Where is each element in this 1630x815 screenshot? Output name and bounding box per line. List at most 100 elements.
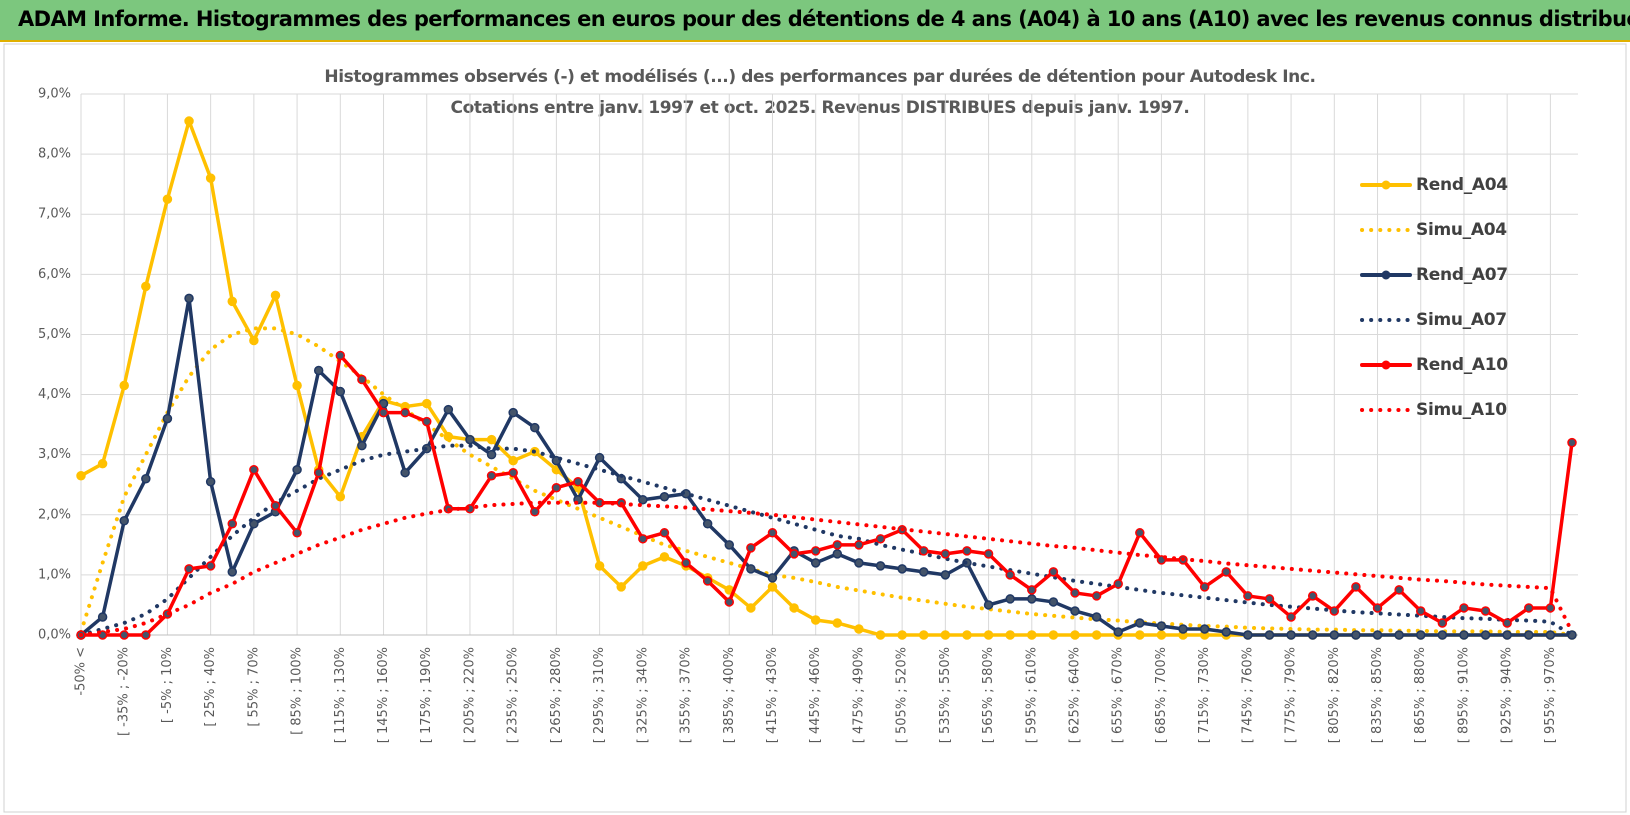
data-point — [810, 558, 821, 568]
x-tick-label: [ 925% ; 940% — [1500, 647, 1515, 743]
data-point — [119, 380, 129, 391]
data-point — [573, 476, 583, 487]
data-point — [270, 501, 281, 511]
series-line — [79, 443, 1574, 637]
data-point — [184, 564, 194, 574]
data-point — [486, 449, 497, 460]
data-point — [335, 350, 346, 361]
data-point — [897, 630, 907, 640]
x-tick-label: [ 445% ; 460% — [808, 647, 823, 743]
x-tick-label: [ -5% ; 10% — [160, 647, 175, 723]
x-tick-label: [ 955% ; 970% — [1543, 647, 1558, 743]
x-tick-label: [ 895% ; 910% — [1456, 647, 1471, 743]
data-point — [1394, 630, 1404, 640]
data-point — [810, 546, 821, 556]
data-point — [1351, 582, 1361, 592]
data-point — [659, 552, 670, 562]
data-point — [400, 407, 410, 418]
data-point — [205, 476, 216, 487]
data-point — [184, 116, 194, 126]
data-point — [1286, 612, 1296, 622]
data-point — [875, 630, 886, 640]
data-point — [1243, 630, 1253, 640]
x-tick-label: [ 295% ; 310% — [592, 647, 607, 743]
data-point — [940, 630, 951, 640]
data-point — [1264, 630, 1275, 640]
data-point — [1156, 630, 1167, 640]
x-tick-label: [ 745% ; 760% — [1240, 647, 1255, 743]
x-tick-label: [ 205% ; 220% — [462, 647, 477, 743]
data-point — [162, 413, 173, 424]
data-point — [681, 558, 691, 568]
data-point — [1113, 627, 1123, 637]
data-point — [854, 540, 864, 550]
data-point — [270, 290, 281, 301]
y-tick-label: 6,0% — [38, 267, 71, 282]
data-point — [1480, 630, 1491, 640]
data-point — [638, 561, 648, 571]
x-tick-label: [ 655% ; 670% — [1111, 647, 1126, 743]
data-point — [227, 519, 238, 529]
data-point — [832, 540, 843, 550]
data-point — [594, 452, 605, 463]
data-point — [335, 386, 346, 397]
data-point — [421, 398, 432, 409]
data-point — [1351, 630, 1361, 640]
data-point — [184, 293, 194, 304]
data-point — [227, 567, 238, 577]
data-point — [486, 470, 497, 481]
data-point — [1135, 528, 1145, 538]
data-point — [1005, 594, 1015, 604]
data-point — [638, 534, 648, 544]
data-point — [1437, 630, 1448, 640]
data-point — [746, 564, 756, 574]
data-point — [1329, 630, 1340, 640]
x-tick-label: [ 475% ; 490% — [851, 647, 866, 743]
x-tick-label: [ 325% ; 340% — [635, 647, 650, 743]
y-tick-label: 8,0% — [38, 147, 71, 162]
x-tick-label: [ 235% ; 250% — [506, 647, 521, 743]
data-point — [983, 630, 994, 640]
data-point — [162, 194, 173, 204]
data-point — [1178, 624, 1188, 634]
series-line — [79, 500, 1574, 637]
x-tick-label: [ 775% ; 790% — [1284, 647, 1299, 743]
data-point — [962, 546, 972, 556]
y-tick-label: 7,0% — [38, 207, 71, 222]
data-point — [1437, 618, 1448, 628]
data-point — [97, 458, 108, 469]
data-point — [1243, 591, 1253, 601]
data-point — [1091, 591, 1102, 601]
data-point — [1027, 630, 1037, 640]
x-tick-label: [ 415% ; 430% — [765, 647, 780, 743]
data-point — [724, 597, 735, 607]
data-point — [702, 576, 713, 586]
data-point — [400, 467, 410, 478]
data-point — [465, 434, 475, 445]
x-tick-label: [ 265% ; 280% — [549, 647, 564, 743]
data-point — [1135, 618, 1145, 628]
data-point — [486, 434, 497, 445]
x-tick-label: [ 805% ; 820% — [1327, 647, 1342, 743]
x-tick-label: -50% < — [74, 647, 89, 696]
data-point — [1113, 579, 1123, 589]
series-line — [79, 296, 1574, 637]
legend-marker — [1381, 270, 1391, 280]
data-point — [1329, 606, 1340, 616]
data-point — [1459, 630, 1469, 640]
data-point — [962, 630, 972, 640]
x-tick-label: [ -35% ; -20% — [117, 647, 132, 736]
data-point — [205, 561, 216, 571]
data-point — [1027, 585, 1037, 595]
x-tick-label: [ 175% ; 190% — [419, 647, 434, 743]
data-point — [702, 519, 713, 529]
data-point — [1372, 603, 1383, 613]
data-point — [1415, 606, 1426, 616]
data-point — [292, 464, 302, 475]
data-point — [897, 564, 907, 574]
data-point — [249, 464, 259, 475]
data-point — [1156, 621, 1167, 631]
data-point — [292, 528, 302, 538]
series-line — [79, 326, 1574, 637]
